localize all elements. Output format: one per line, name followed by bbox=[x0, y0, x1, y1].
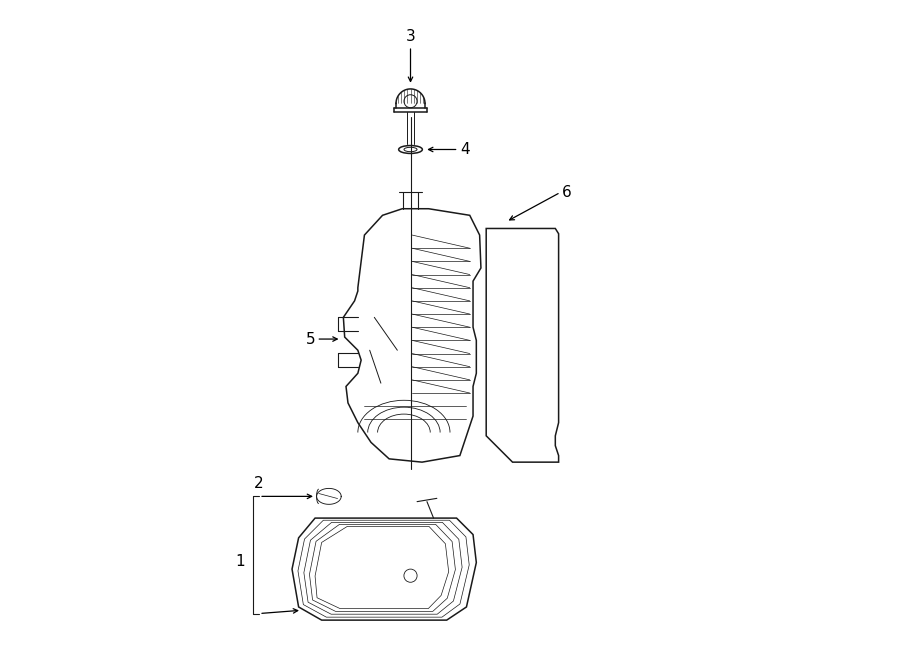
Text: 4: 4 bbox=[460, 142, 470, 157]
Text: 1: 1 bbox=[235, 554, 245, 569]
Text: 5: 5 bbox=[305, 332, 315, 346]
Text: 2: 2 bbox=[254, 476, 264, 490]
Text: 3: 3 bbox=[406, 29, 416, 44]
Text: 6: 6 bbox=[562, 185, 572, 200]
